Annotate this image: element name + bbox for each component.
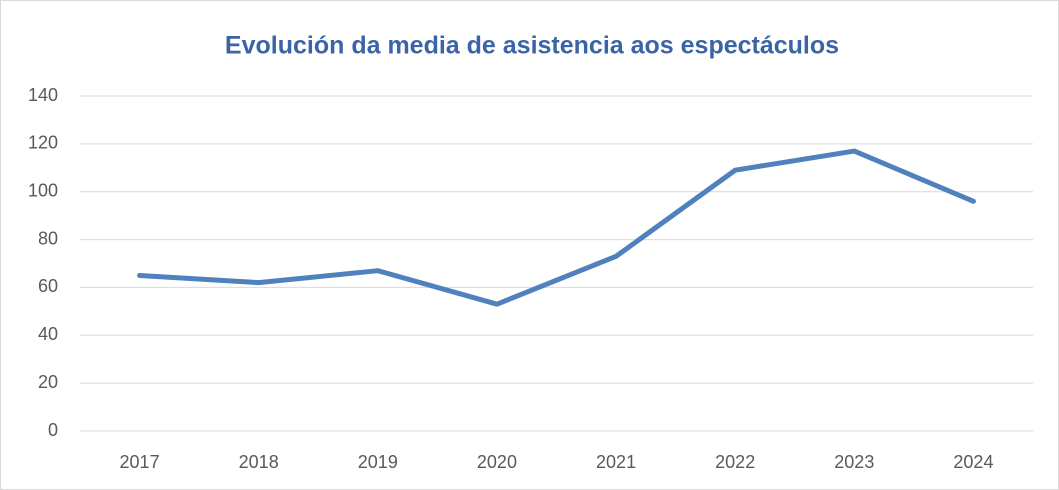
x-tick-label: 2023 (834, 452, 874, 472)
x-tick-label: 2018 (239, 452, 279, 472)
line-series (137, 148, 976, 307)
chart-title: Evolución da media de asistencia aos esp… (225, 32, 839, 60)
y-tick-label: 140 (28, 85, 58, 105)
y-tick-label: 20 (38, 372, 58, 392)
x-tick-label: 2020 (477, 452, 517, 472)
y-tick-label: 0 (48, 420, 58, 440)
x-tick-label: 2021 (596, 452, 636, 472)
y-tick-label: 120 (28, 133, 58, 153)
x-tick-label: 2024 (953, 452, 993, 472)
y-tick-label: 40 (38, 324, 58, 344)
x-tick-label: 2019 (358, 452, 398, 472)
y-tick-label: 80 (38, 228, 58, 248)
x-tick-label: 2017 (120, 452, 160, 472)
y-tick-label: 100 (28, 180, 58, 200)
y-tick-label: 60 (38, 276, 58, 296)
x-tick-label: 2022 (715, 452, 755, 472)
